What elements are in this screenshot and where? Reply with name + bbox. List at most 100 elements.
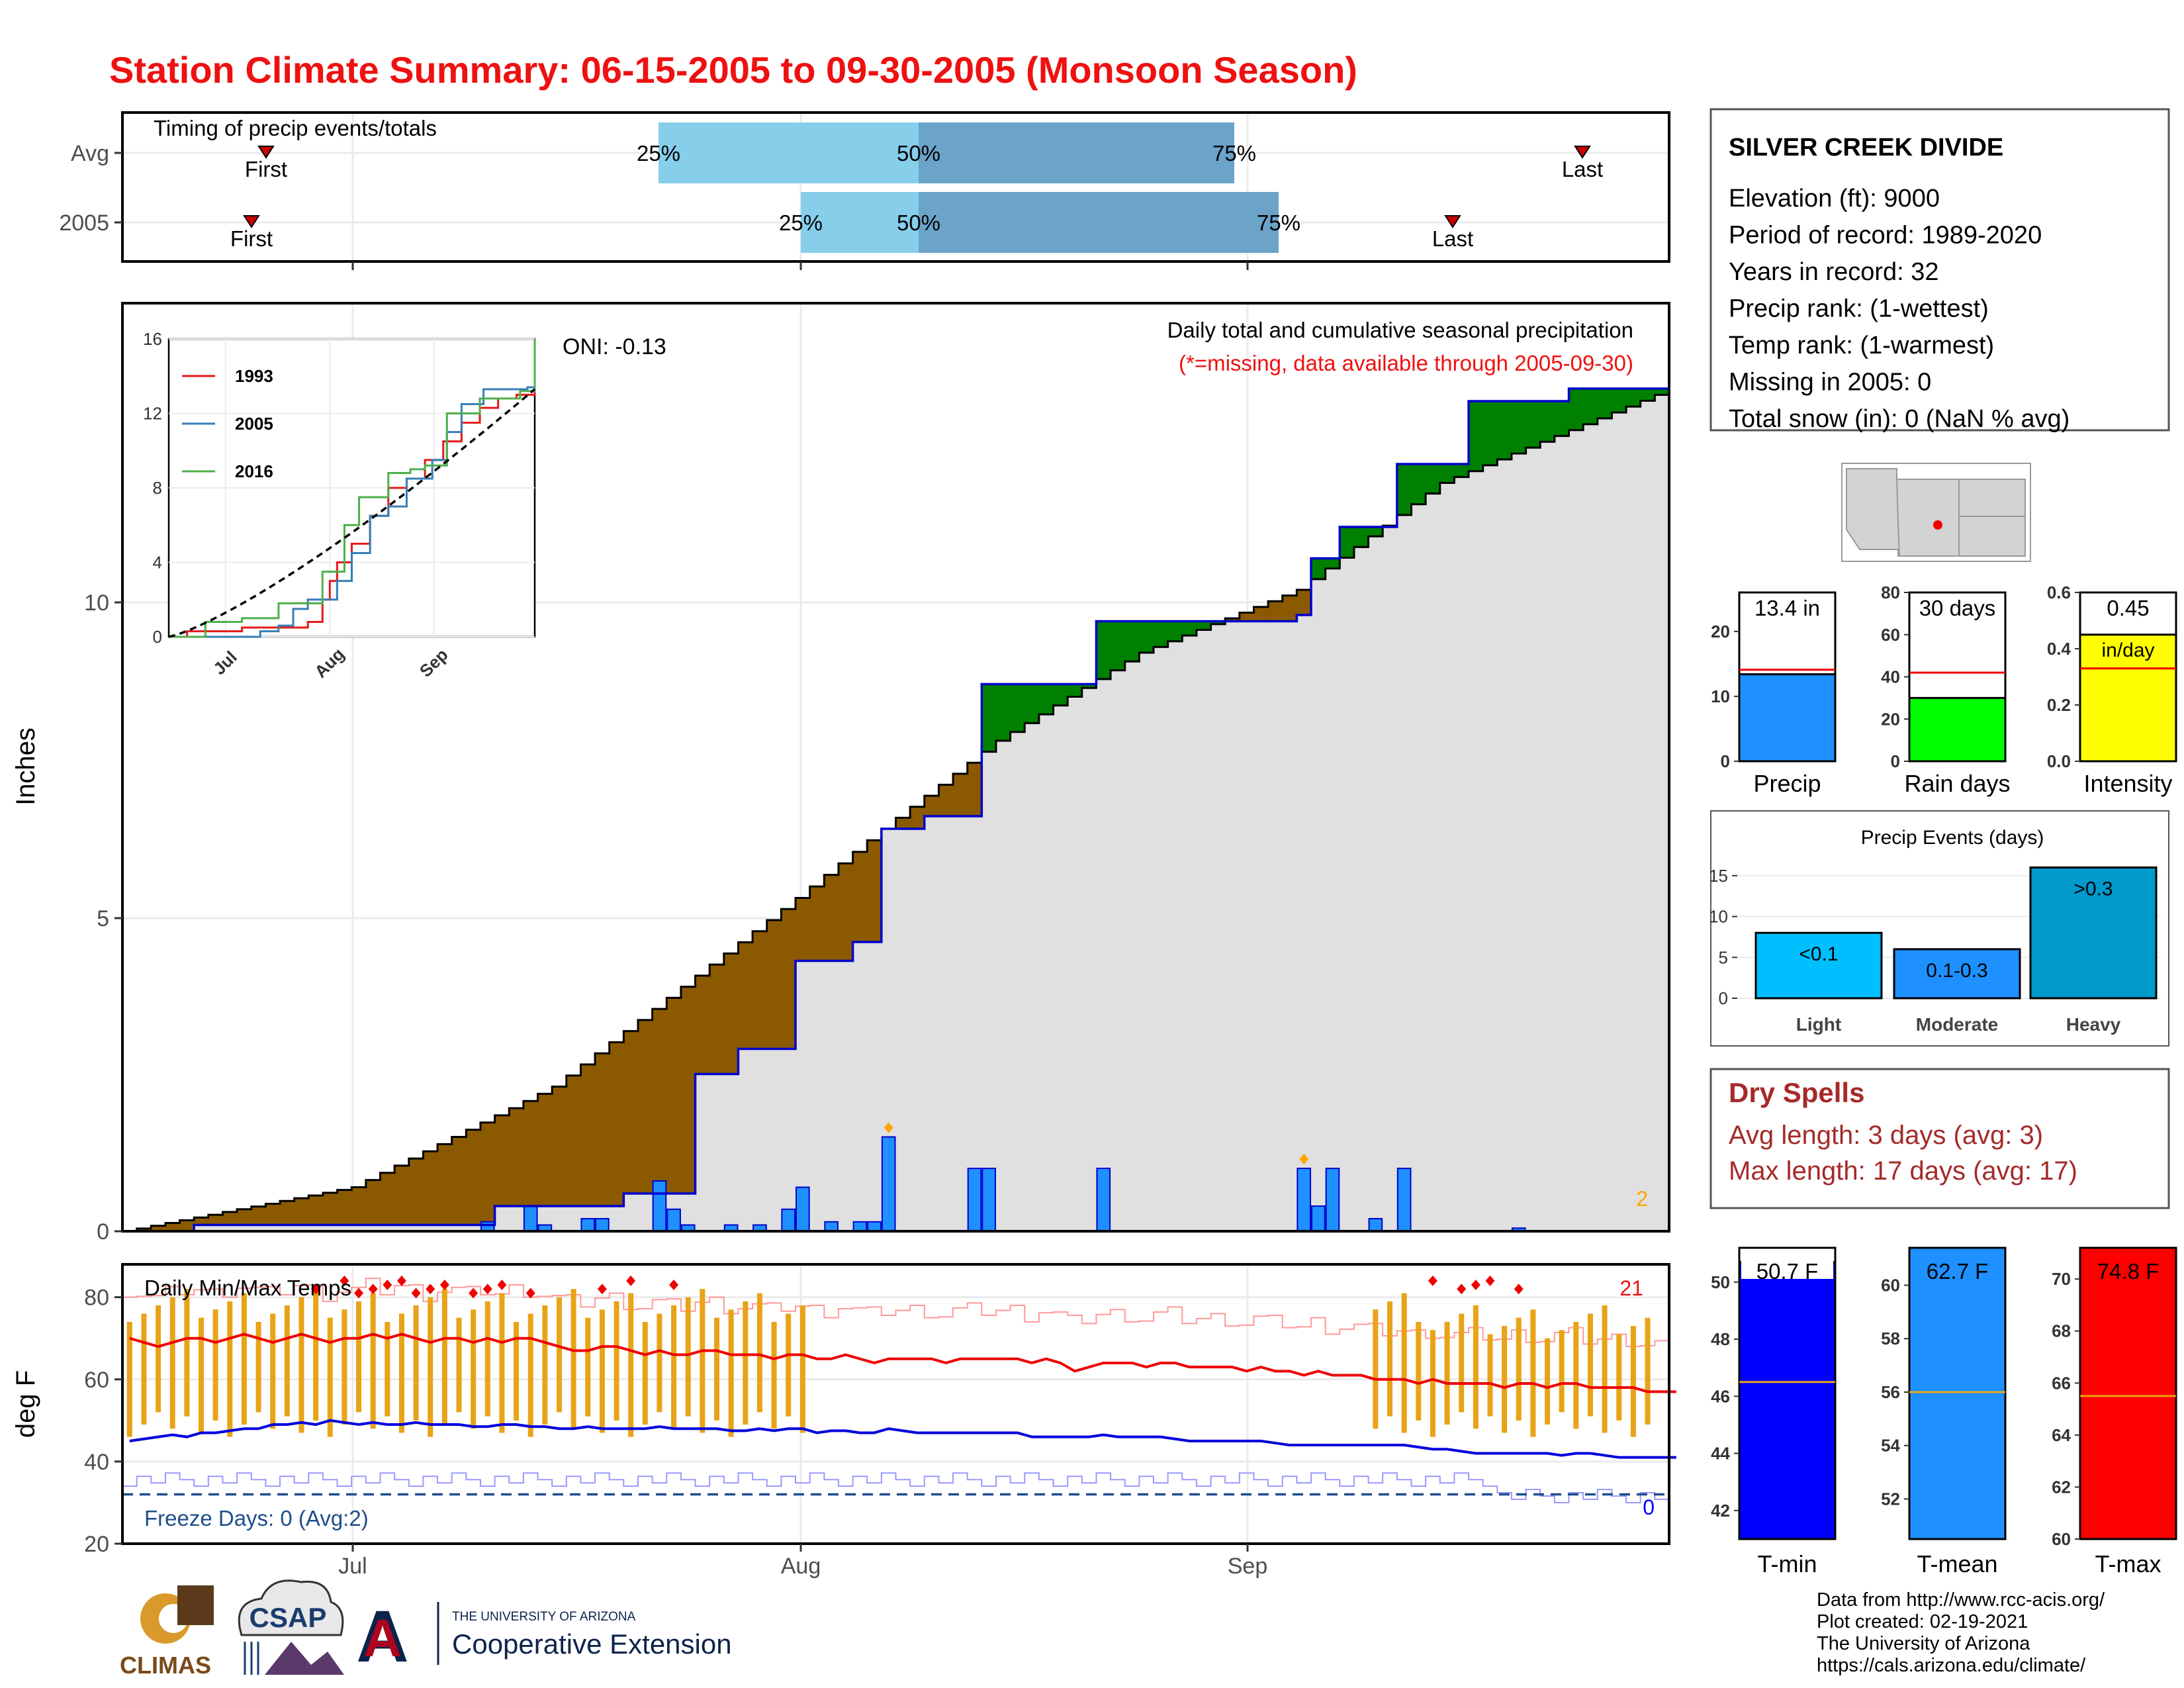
- station-info-line: Total snow (in): 0 (NaN % avg): [1729, 405, 2070, 433]
- station-info-line: Period of record: 1989-2020: [1729, 222, 2042, 250]
- inset-average-line: [168, 388, 536, 638]
- record-high-marker: [426, 1284, 435, 1295]
- temp-bar-tick: 44: [1711, 1444, 1730, 1464]
- record-max-line: [122, 1278, 1669, 1348]
- temp-bar-tick: 68: [2052, 1321, 2071, 1341]
- temp-bar-tick: 48: [1711, 1329, 1730, 1349]
- footer: CLIMAS CSAP A A THE UNIVERSITY OF ARIZON…: [120, 1579, 2105, 1679]
- avg-max-temp-line: [129, 1333, 1676, 1393]
- station-info-line: Temp rank: (1-warmest): [1729, 332, 1994, 359]
- temp-bar-value-label: 74.8 F: [2097, 1259, 2160, 1284]
- summary-bar-value: [1738, 673, 1837, 763]
- daily-precip-bar: [752, 1224, 767, 1231]
- dry-spells-box: Dry Spells Avg length: 3 days (avg: 3) M…: [1709, 1068, 2170, 1209]
- surplus-segment: [1655, 389, 1669, 395]
- event-bar-label: <0.1: [1799, 943, 1838, 965]
- deficit-segment: [580, 1064, 596, 1206]
- timing-last-label: Last: [1432, 226, 1473, 251]
- deficit-segment: [924, 796, 940, 816]
- record-high-marker: [383, 1280, 392, 1291]
- ua-small-text: THE UNIVERSITY OF ARIZONA: [452, 1610, 636, 1624]
- svg-text:A: A: [356, 1596, 408, 1677]
- daily-precip-bar: [967, 1168, 982, 1231]
- summary-bar-tick: 60: [1881, 625, 1900, 645]
- station-info-line: Missing in 2005: 0: [1729, 369, 1931, 397]
- precip-ytick-10: 10: [84, 590, 109, 616]
- surplus-segment: [1053, 684, 1068, 706]
- summary-bar-tick: 10: [1711, 686, 1730, 706]
- inset-ytick: 12: [143, 404, 162, 424]
- deficit-segment: [666, 998, 682, 1194]
- deficit-segment: [595, 1053, 610, 1206]
- precip-ylabel: Inches: [11, 727, 40, 806]
- surplus-segment: [1196, 621, 1212, 630]
- record-high-marker: [411, 1288, 421, 1299]
- station-info-line: Elevation (ft): 9000: [1729, 185, 1940, 212]
- event-category-label: Heavy: [2066, 1014, 2121, 1035]
- deficit-segment: [1282, 595, 1297, 622]
- temp-bar-label: T-max: [2095, 1550, 2161, 1577]
- event-bar-moderate: [1893, 948, 2021, 1000]
- deficit-segment: [294, 1198, 309, 1225]
- deficit-segment: [322, 1192, 338, 1225]
- timing-q75-label: 75%: [1212, 141, 1256, 165]
- record-daily-marker: [1299, 1154, 1309, 1164]
- record-high-marker: [1428, 1275, 1437, 1286]
- summary-bar-tick: 20: [1711, 622, 1730, 641]
- daily-precip-bar: [781, 1208, 796, 1231]
- precip-subtitle: Daily total and cumulative seasonal prec…: [1167, 318, 1633, 342]
- deficit-segment: [380, 1172, 395, 1225]
- record-high-marker: [597, 1284, 607, 1295]
- deficit-segment: [809, 886, 825, 961]
- record-high-marker: [525, 1288, 535, 1299]
- obs-cumulative-line: [122, 387, 1669, 1231]
- daily-precip-bar: [666, 1208, 681, 1231]
- deficit-segment: [466, 1129, 481, 1225]
- deficit-segment: [280, 1201, 295, 1225]
- timing-bar-lower-2005: [801, 192, 919, 253]
- precip-events-title: Precip Events (days): [1861, 827, 2044, 849]
- deficit-segment: [208, 1215, 224, 1225]
- footer-line: Plot created: 02-19-2021: [1817, 1611, 2028, 1632]
- summary-bar-tick: 0.6: [2047, 583, 2071, 602]
- svg-text:A: A: [363, 1609, 402, 1667]
- surplus-segment: [1182, 621, 1197, 636]
- csap-logo-text: CSAP: [250, 1602, 327, 1633]
- daily-precip-bar: [796, 1186, 810, 1231]
- surplus-segment: [1626, 389, 1641, 407]
- deficit-segment: [237, 1209, 252, 1225]
- deficit-segment: [265, 1203, 281, 1225]
- timing-last-label: Last: [1562, 157, 1603, 181]
- timing-frame: [121, 111, 1670, 263]
- deficit-segment: [838, 863, 854, 961]
- deficit-segment: [523, 1101, 539, 1206]
- events-ytick: 0: [1719, 988, 1728, 1008]
- deficit-segment: [824, 874, 839, 961]
- daily-precip-bar: [723, 1224, 739, 1231]
- daily-precip-bar: [652, 1180, 667, 1231]
- page-title: Station Climate Summary: 06-15-2005 to 0…: [109, 49, 1357, 91]
- deficit-segment: [566, 1075, 582, 1206]
- temp-panel: Daily Min/Max Temps 21 Freeze Days: 0 (A…: [11, 1263, 1676, 1579]
- dry-spells-title: Dry Spells: [1729, 1077, 1864, 1108]
- daily-precip-bar: [480, 1221, 495, 1231]
- precip-ytick-0: 0: [97, 1219, 109, 1244]
- deficit-segment: [1297, 590, 1312, 615]
- events-ytick: 15: [1709, 866, 1728, 886]
- inset-xtick: Sep: [416, 645, 452, 681]
- inset-line-2005: [169, 339, 536, 638]
- summary-bar-value-label: 13.4 in: [1754, 596, 1820, 620]
- daily-precip-bar: [867, 1221, 882, 1231]
- inset-xtick: Aug: [310, 644, 348, 682]
- temp-ylabel: deg F: [11, 1370, 40, 1438]
- surplus-segment: [1411, 464, 1426, 504]
- deficit-segment: [623, 1031, 639, 1194]
- deficit-segment: [752, 931, 768, 1049]
- deficit-segment: [552, 1086, 567, 1206]
- record-high-marker: [1471, 1280, 1480, 1291]
- precip-events-chart: Precip Events (days) 0 5 10 15 <0.1 Light 0.1-…: [1709, 810, 2169, 1047]
- surplus-segment: [1311, 558, 1326, 579]
- daily-precip-bar: [580, 1218, 596, 1231]
- timing-row-2005-label: 2005: [59, 211, 109, 236]
- surplus-segment: [1154, 621, 1169, 647]
